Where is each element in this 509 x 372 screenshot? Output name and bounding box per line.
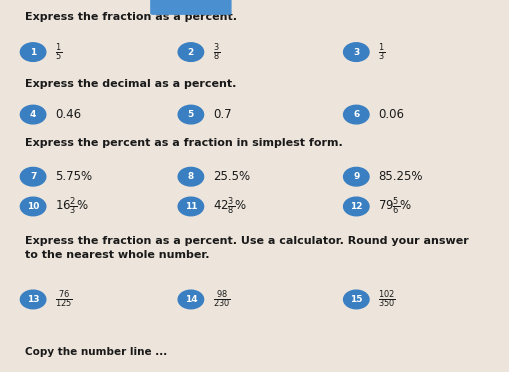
- Text: Express the decimal as a percent.: Express the decimal as a percent.: [25, 78, 237, 89]
- Text: 13: 13: [27, 295, 39, 304]
- Circle shape: [178, 167, 204, 186]
- Text: 0.06: 0.06: [378, 108, 404, 121]
- Text: 11: 11: [185, 202, 197, 211]
- Text: 25.5%: 25.5%: [213, 170, 250, 183]
- Text: 0.46: 0.46: [55, 108, 81, 121]
- Text: $\frac{102}{350}$: $\frac{102}{350}$: [378, 289, 396, 310]
- Text: 3: 3: [353, 48, 359, 57]
- Circle shape: [20, 43, 46, 61]
- Text: 4: 4: [30, 110, 36, 119]
- Text: $\frac{1}{5}$: $\frac{1}{5}$: [55, 41, 62, 63]
- Text: $79\frac{5}{6}$%: $79\frac{5}{6}$%: [378, 196, 412, 217]
- Text: $\frac{98}{230}$: $\frac{98}{230}$: [213, 289, 231, 310]
- Text: to the nearest whole number.: to the nearest whole number.: [25, 250, 210, 260]
- Text: $\frac{3}{8}$: $\frac{3}{8}$: [213, 41, 220, 63]
- Circle shape: [178, 43, 204, 61]
- Text: 85.25%: 85.25%: [378, 170, 422, 183]
- Text: $\frac{76}{125}$: $\frac{76}{125}$: [55, 289, 73, 310]
- Circle shape: [344, 43, 369, 61]
- Text: 10: 10: [27, 202, 39, 211]
- Circle shape: [20, 105, 46, 124]
- Text: 6: 6: [353, 110, 359, 119]
- Circle shape: [344, 167, 369, 186]
- Text: 1: 1: [30, 48, 36, 57]
- Text: 5.75%: 5.75%: [55, 170, 92, 183]
- FancyBboxPatch shape: [150, 0, 232, 15]
- Text: $16\frac{2}{3}$%: $16\frac{2}{3}$%: [55, 196, 89, 217]
- Text: Express the fraction as a percent. Use a calculator. Round your answer: Express the fraction as a percent. Use a…: [25, 235, 469, 246]
- Text: 8: 8: [188, 172, 194, 181]
- Text: 15: 15: [350, 295, 362, 304]
- Circle shape: [344, 290, 369, 309]
- Text: 12: 12: [350, 202, 362, 211]
- Circle shape: [20, 290, 46, 309]
- Text: $42\frac{3}{8}$%: $42\frac{3}{8}$%: [213, 196, 247, 217]
- Circle shape: [344, 197, 369, 216]
- Text: 0.7: 0.7: [213, 108, 232, 121]
- Text: Express the percent as a fraction in simplest form.: Express the percent as a fraction in sim…: [25, 138, 343, 148]
- Circle shape: [20, 167, 46, 186]
- Text: 9: 9: [353, 172, 359, 181]
- Text: Express the fraction as a percent.: Express the fraction as a percent.: [25, 12, 238, 22]
- Text: 5: 5: [188, 110, 194, 119]
- Text: Copy the number line ...: Copy the number line ...: [25, 347, 167, 357]
- Circle shape: [178, 105, 204, 124]
- Circle shape: [344, 105, 369, 124]
- Text: 14: 14: [185, 295, 197, 304]
- Circle shape: [178, 197, 204, 216]
- Text: $\frac{1}{3}$: $\frac{1}{3}$: [378, 41, 385, 63]
- Text: 7: 7: [30, 172, 36, 181]
- Circle shape: [178, 290, 204, 309]
- Text: 2: 2: [188, 48, 194, 57]
- Circle shape: [20, 197, 46, 216]
